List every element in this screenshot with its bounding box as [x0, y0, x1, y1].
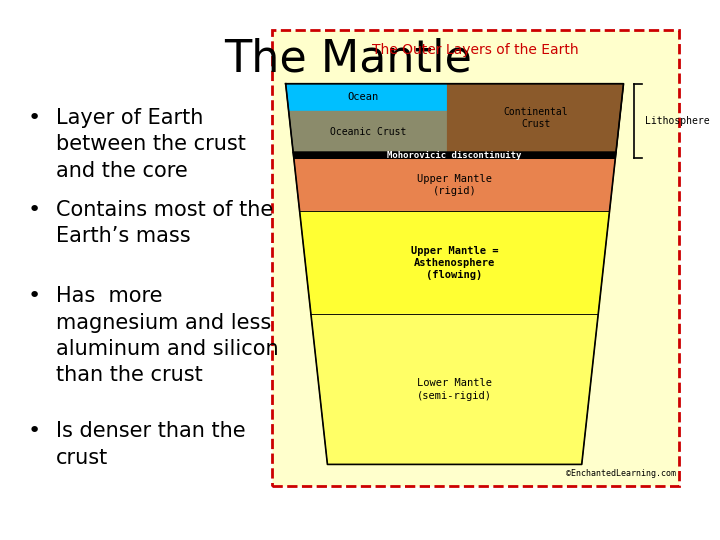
Text: •: • — [28, 200, 41, 220]
Text: Has  more
magnesium and less
aluminum and silicon
than the crust: Has more magnesium and less aluminum and… — [55, 286, 279, 386]
Polygon shape — [448, 84, 624, 152]
Text: •: • — [28, 421, 41, 441]
Text: ©EnchantedLearning.com: ©EnchantedLearning.com — [566, 469, 676, 478]
Polygon shape — [311, 314, 598, 464]
Text: Is denser than the
crust: Is denser than the crust — [55, 421, 246, 468]
Polygon shape — [294, 158, 616, 212]
Polygon shape — [293, 152, 616, 158]
Text: Upper Mantle =
Asthenosphere
(flowing): Upper Mantle = Asthenosphere (flowing) — [411, 246, 498, 280]
Text: The Mantle: The Mantle — [225, 38, 472, 81]
Text: Lithosphere: Lithosphere — [645, 116, 710, 126]
Text: Ocean: Ocean — [348, 92, 379, 103]
Text: Layer of Earth
between the crust
and the core: Layer of Earth between the crust and the… — [55, 108, 246, 181]
Text: •: • — [28, 108, 41, 128]
Polygon shape — [289, 111, 448, 152]
Text: The Outer Layers of the Earth: The Outer Layers of the Earth — [372, 43, 579, 57]
Text: Oceanic Crust: Oceanic Crust — [330, 127, 406, 137]
Text: Continental
Crust: Continental Crust — [503, 107, 568, 129]
Text: •: • — [28, 286, 41, 306]
Text: Mohorovicic discontinuity: Mohorovicic discontinuity — [387, 151, 522, 160]
Polygon shape — [300, 212, 609, 314]
Text: Lower Mantle
(semi-rigid): Lower Mantle (semi-rigid) — [417, 378, 492, 401]
Text: Contains most of the
Earth’s mass: Contains most of the Earth’s mass — [55, 200, 273, 246]
Polygon shape — [286, 84, 448, 111]
FancyBboxPatch shape — [271, 30, 679, 486]
Text: Upper Mantle
(rigid): Upper Mantle (rigid) — [417, 174, 492, 196]
